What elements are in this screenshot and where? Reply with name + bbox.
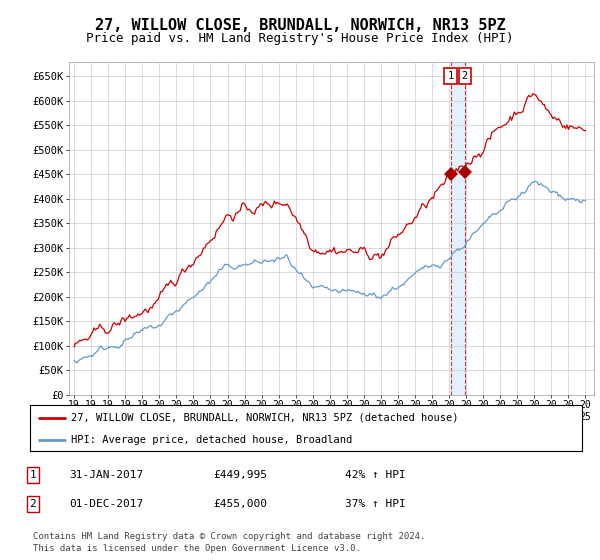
Text: Price paid vs. HM Land Registry's House Price Index (HPI): Price paid vs. HM Land Registry's House … — [86, 32, 514, 45]
Text: 27, WILLOW CLOSE, BRUNDALL, NORWICH, NR13 5PZ: 27, WILLOW CLOSE, BRUNDALL, NORWICH, NR1… — [95, 18, 505, 33]
Text: £449,995: £449,995 — [213, 470, 267, 480]
Text: 27, WILLOW CLOSE, BRUNDALL, NORWICH, NR13 5PZ (detached house): 27, WILLOW CLOSE, BRUNDALL, NORWICH, NR1… — [71, 413, 459, 423]
Text: HPI: Average price, detached house, Broadland: HPI: Average price, detached house, Broa… — [71, 435, 353, 445]
Text: 31-JAN-2017: 31-JAN-2017 — [69, 470, 143, 480]
Text: 01-DEC-2017: 01-DEC-2017 — [69, 499, 143, 509]
Text: 42% ↑ HPI: 42% ↑ HPI — [345, 470, 406, 480]
Text: 2: 2 — [29, 499, 37, 509]
Text: 1: 1 — [448, 71, 454, 81]
Text: 37% ↑ HPI: 37% ↑ HPI — [345, 499, 406, 509]
Bar — [451, 62, 465, 395]
Text: 1: 1 — [29, 470, 37, 480]
Text: 2: 2 — [461, 71, 468, 81]
Text: Contains HM Land Registry data © Crown copyright and database right 2024.
This d: Contains HM Land Registry data © Crown c… — [33, 533, 425, 553]
Text: £455,000: £455,000 — [213, 499, 267, 509]
